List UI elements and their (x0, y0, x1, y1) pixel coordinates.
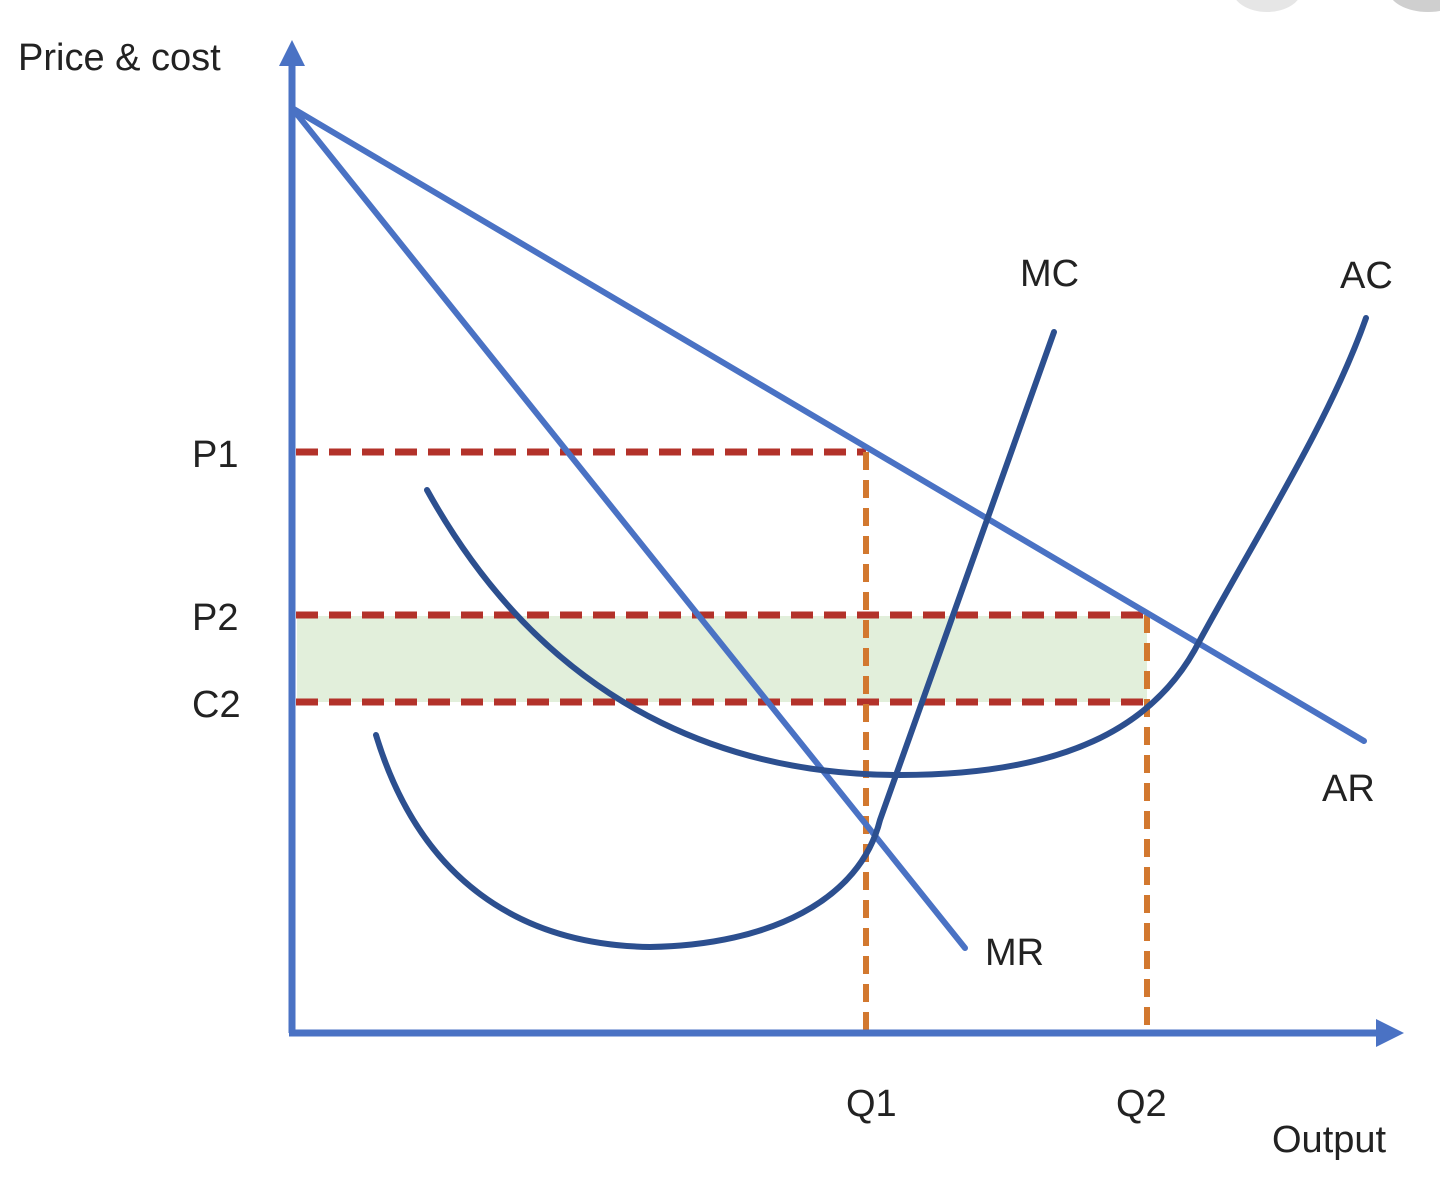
q2-label: Q2 (1116, 1083, 1167, 1125)
p2-label: P2 (192, 597, 238, 639)
y-axis-arrow-icon (279, 40, 305, 66)
mr-label: MR (985, 932, 1044, 974)
x-axis-label: Output (1272, 1119, 1387, 1161)
ac-curve (424, 315, 1369, 779)
ar-label: AR (1322, 768, 1375, 810)
y-axis-label: Price & cost (18, 37, 221, 79)
q1-label: Q1 (846, 1083, 897, 1125)
mc-label: MC (1020, 253, 1079, 295)
mr-line (289, 105, 968, 951)
profit-area (297, 616, 1147, 702)
ac-label: AC (1340, 255, 1393, 297)
c2-label: C2 (192, 684, 241, 726)
ar-line (289, 105, 1367, 744)
p1-label: P1 (192, 434, 238, 476)
x-axis-arrow-icon (1376, 1019, 1404, 1047)
mc-curve (373, 329, 1057, 951)
